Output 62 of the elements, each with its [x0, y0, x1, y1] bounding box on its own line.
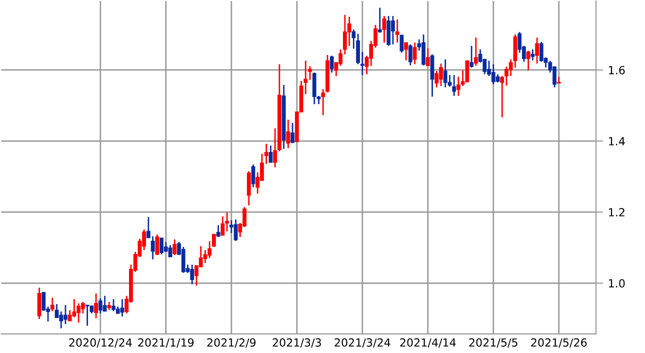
y-tick-label: 1.4 — [609, 137, 625, 146]
candlestick — [251, 164, 256, 188]
x-tick-label: 2021/1/19 — [138, 338, 194, 348]
candlestick — [395, 18, 400, 44]
candlestick — [172, 238, 177, 256]
candlestick — [312, 72, 316, 105]
candlestick — [50, 297, 54, 312]
candlestick — [98, 298, 102, 314]
candlestick — [408, 44, 412, 66]
candlestick — [286, 119, 290, 149]
candlestick — [37, 287, 42, 320]
candlestick — [181, 246, 186, 274]
candlestick — [465, 60, 470, 84]
x-tick-label: 2021/3/3 — [272, 338, 321, 348]
candlestick — [190, 264, 194, 285]
x-tick-label: 2021/4/14 — [400, 338, 456, 348]
candlestick — [452, 74, 456, 97]
candlestick — [382, 15, 386, 44]
candlestick — [535, 36, 539, 64]
y-tick-label: 1.2 — [609, 208, 624, 216]
candlestick — [443, 58, 448, 88]
candlestick — [412, 42, 417, 65]
candlestick — [491, 64, 496, 85]
candlestick — [94, 292, 98, 319]
candlestick — [42, 292, 46, 312]
x-tick-label: 2021/2/9 — [207, 338, 256, 348]
candlestick — [378, 7, 382, 34]
candlestick — [526, 50, 530, 72]
candlestick — [404, 42, 408, 62]
candlestick — [386, 15, 391, 47]
candlestick — [430, 54, 434, 98]
candlestick — [168, 244, 172, 258]
candlestick — [225, 212, 229, 232]
y-tick-label: 1.0 — [609, 279, 625, 288]
candlestick — [234, 218, 238, 242]
candlestick — [400, 34, 404, 54]
candlestick — [347, 16, 352, 47]
y-tick-label: 1.6 — [609, 66, 625, 74]
candlestick — [426, 48, 430, 66]
candlestick — [290, 122, 294, 144]
candlestick — [470, 45, 474, 68]
candlestick — [434, 70, 439, 88]
x-tick-label: 2021/3/24 — [334, 338, 390, 348]
x-tick-label: 2021/5/26 — [531, 338, 587, 348]
candlestick — [246, 170, 251, 206]
candlestick — [268, 144, 273, 164]
candlestick — [120, 298, 124, 318]
candlestick — [304, 60, 308, 95]
candlestick — [85, 304, 90, 326]
candlestick — [59, 310, 64, 329]
candlestick — [530, 48, 535, 62]
candlestick — [76, 302, 81, 324]
x-tick-label: 2021/5/5 — [469, 338, 518, 348]
candlestick — [474, 36, 478, 66]
candlestick — [513, 34, 518, 68]
candlestick — [54, 303, 59, 318]
candlestick — [330, 55, 334, 74]
candlestick — [220, 216, 225, 236]
x-tick-label: 2020/12/24 — [69, 338, 132, 348]
candlestick — [155, 234, 160, 256]
candlestick — [102, 295, 107, 312]
candlestick — [448, 74, 452, 88]
